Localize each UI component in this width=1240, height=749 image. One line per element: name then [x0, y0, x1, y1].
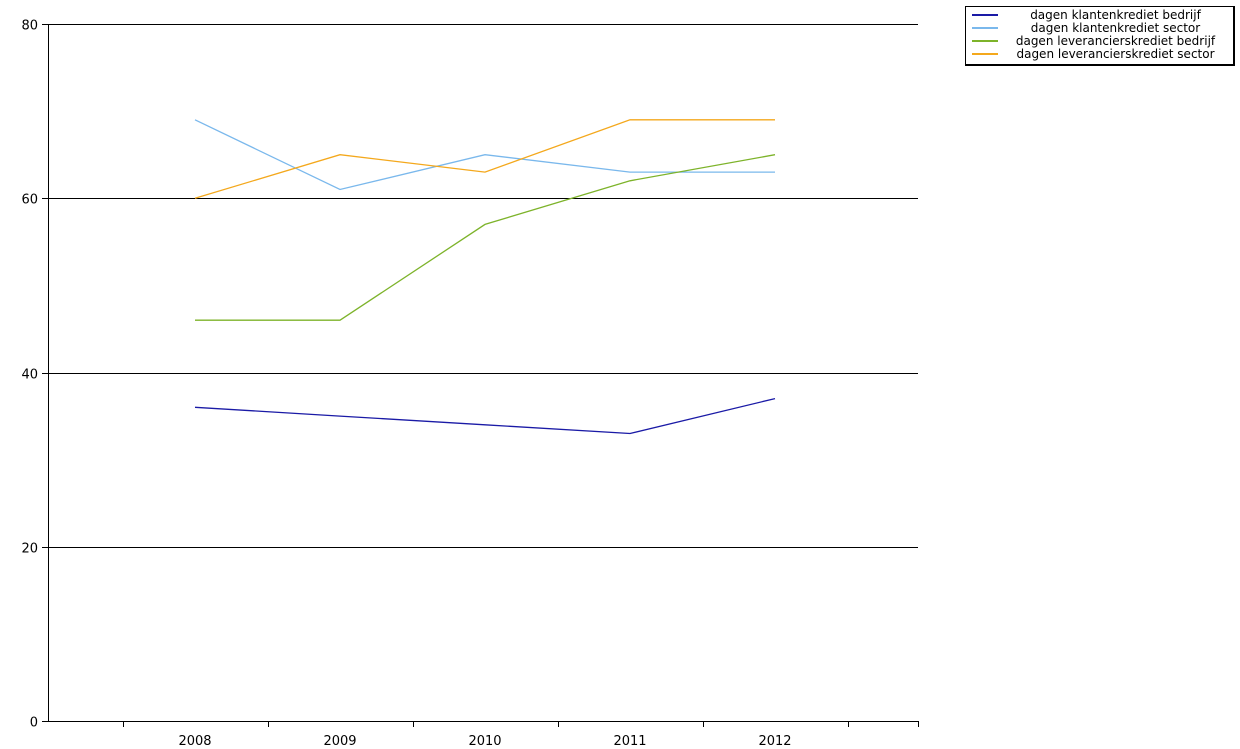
x-tick-label: 2010: [468, 734, 501, 749]
legend-swatch: [972, 14, 998, 16]
x-tick-label: 2009: [323, 734, 356, 749]
legend-item: dagen leverancierskrediet bedrijf: [972, 35, 1227, 47]
y-tick-label: 0: [30, 716, 38, 731]
legend-label: dagen klantenkrediet bedrijf: [1030, 8, 1201, 22]
y-tick-label: 80: [21, 19, 38, 34]
series-line: [194, 119, 775, 191]
axes: [42, 24, 919, 727]
legend-item: dagen leverancierskrediet sector: [972, 48, 1227, 60]
series-line: [194, 119, 775, 199]
series-lines: [194, 119, 776, 435]
x-tick-label: 2011: [613, 734, 646, 749]
legend-swatch: [972, 40, 998, 42]
chart-legend: dagen klantenkrediet bedrijf dagen klant…: [965, 6, 1235, 66]
y-tick-label: 40: [21, 368, 38, 383]
legend-label: dagen leverancierskrediet sector: [1016, 47, 1215, 61]
legend-item: dagen klantenkrediet sector: [972, 22, 1227, 34]
series-line: [195, 154, 776, 321]
gridlines: [48, 24, 918, 548]
x-tick-label: 2012: [758, 734, 791, 749]
tick-labels: 0 20 40 60 80 2008 2009 2010 2011 2012: [21, 19, 791, 749]
legend-swatch: [972, 27, 998, 29]
legend-label: dagen leverancierskrediet bedrijf: [1015, 34, 1216, 48]
y-tick-label: 60: [21, 193, 38, 208]
legend-swatch: [972, 53, 998, 55]
y-tick-label: 20: [21, 542, 38, 557]
legend-label: dagen klantenkrediet sector: [1030, 21, 1201, 35]
x-tick-label: 2008: [178, 734, 211, 749]
legend-item: dagen klantenkrediet bedrijf: [972, 9, 1227, 21]
series-line: [194, 397, 776, 435]
